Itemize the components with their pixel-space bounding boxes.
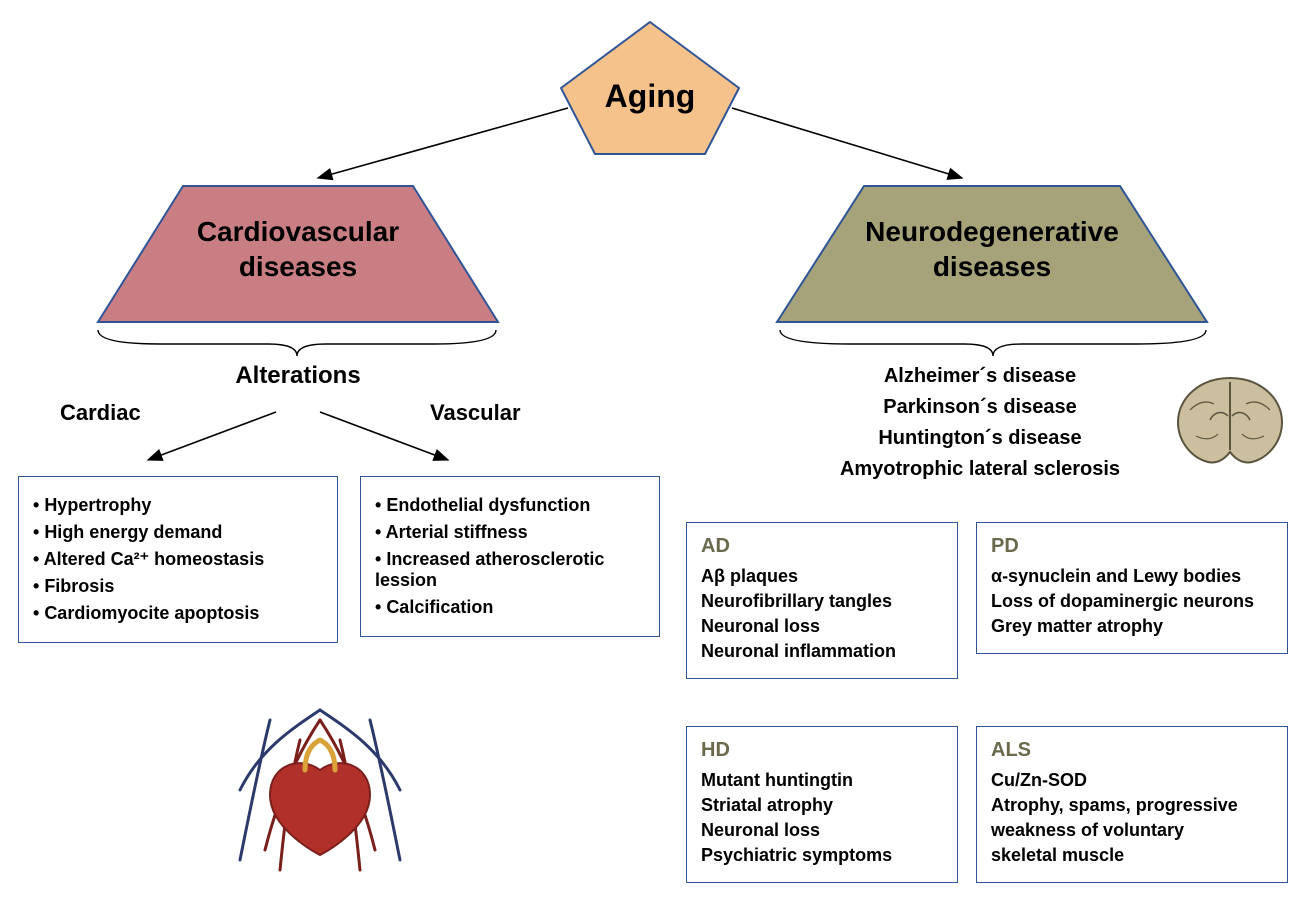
arrow-alterations-right — [320, 412, 448, 460]
right-branch-title-line1: Neurodegenerative — [777, 214, 1207, 249]
ad-line: Neuronal loss — [701, 616, 943, 637]
brace-left — [98, 330, 496, 356]
vascular-item: Endothelial dysfunction — [375, 495, 645, 516]
heart-vasculature-icon — [210, 700, 430, 890]
hd-box: HD Mutant huntingtin Striatal atrophy Ne… — [686, 726, 958, 883]
nd-disease-item: Amyotrophic lateral sclerosis — [760, 455, 1200, 484]
als-line: skeletal muscle — [991, 845, 1273, 866]
cardiac-label: Cardiac — [60, 400, 200, 426]
hd-box-title: HD — [701, 739, 943, 762]
brace-right — [780, 330, 1206, 356]
vascular-box: Endothelial dysfunction Arterial stiffne… — [360, 476, 660, 637]
cardiac-item: Hypertrophy — [33, 495, 323, 516]
right-branch-title-line2: diseases — [777, 249, 1207, 284]
ad-box: AD Aβ plaques Neurofibrillary tangles Ne… — [686, 522, 958, 679]
ad-box-title: AD — [701, 535, 943, 558]
left-branch-title-line2: diseases — [98, 249, 498, 284]
ad-line: Aβ plaques — [701, 566, 943, 587]
nd-disease-list: Alzheimer´s disease Parkinson´s disease … — [760, 360, 1200, 486]
right-branch-title: Neurodegenerative diseases — [777, 214, 1207, 284]
pd-box: PD α-synuclein and Lewy bodies Loss of d… — [976, 522, 1288, 654]
brain-coronal-icon — [1170, 370, 1290, 470]
nd-disease-item: Huntington´s disease — [760, 424, 1200, 453]
pd-line: Loss of dopaminergic neurons — [991, 591, 1273, 612]
als-line: Atrophy, spams, progressive — [991, 795, 1273, 816]
vascular-item: Calcification — [375, 597, 645, 618]
als-box-title: ALS — [991, 739, 1273, 762]
hd-line: Neuronal loss — [701, 820, 943, 841]
root-label: Aging — [561, 78, 739, 115]
vascular-item: Increased atherosclerotic lession — [375, 549, 645, 591]
cardiac-item: Cardiomyocite apoptosis — [33, 603, 323, 624]
left-branch-title: Cardiovascular diseases — [98, 214, 498, 284]
ad-line: Neurofibrillary tangles — [701, 591, 943, 612]
als-line: weakness of voluntary — [991, 820, 1273, 841]
als-box: ALS Cu/Zn-SOD Atrophy, spams, progressiv… — [976, 726, 1288, 883]
vascular-item: Arterial stiffness — [375, 522, 645, 543]
pd-box-title: PD — [991, 535, 1273, 558]
alterations-heading: Alterations — [198, 362, 398, 390]
cardiac-item: Altered Ca²⁺ homeostasis — [33, 549, 323, 570]
hd-line: Psychiatric symptoms — [701, 845, 943, 866]
pd-line: α-synuclein and Lewy bodies — [991, 566, 1273, 587]
pd-line: Grey matter atrophy — [991, 616, 1273, 637]
als-line: Cu/Zn-SOD — [991, 770, 1273, 791]
arrow-root-left — [318, 108, 568, 178]
left-branch-title-line1: Cardiovascular — [98, 214, 498, 249]
arrow-root-right — [732, 108, 962, 178]
nd-disease-item: Alzheimer´s disease — [760, 362, 1200, 391]
cardiac-box: Hypertrophy High energy demand Altered C… — [18, 476, 338, 643]
cardiac-item: High energy demand — [33, 522, 323, 543]
nd-disease-item: Parkinson´s disease — [760, 393, 1200, 422]
cardiac-item: Fibrosis — [33, 576, 323, 597]
ad-line: Neuronal inflammation — [701, 641, 943, 662]
vascular-label: Vascular — [430, 400, 590, 426]
hd-line: Mutant huntingtin — [701, 770, 943, 791]
hd-line: Striatal atrophy — [701, 795, 943, 816]
